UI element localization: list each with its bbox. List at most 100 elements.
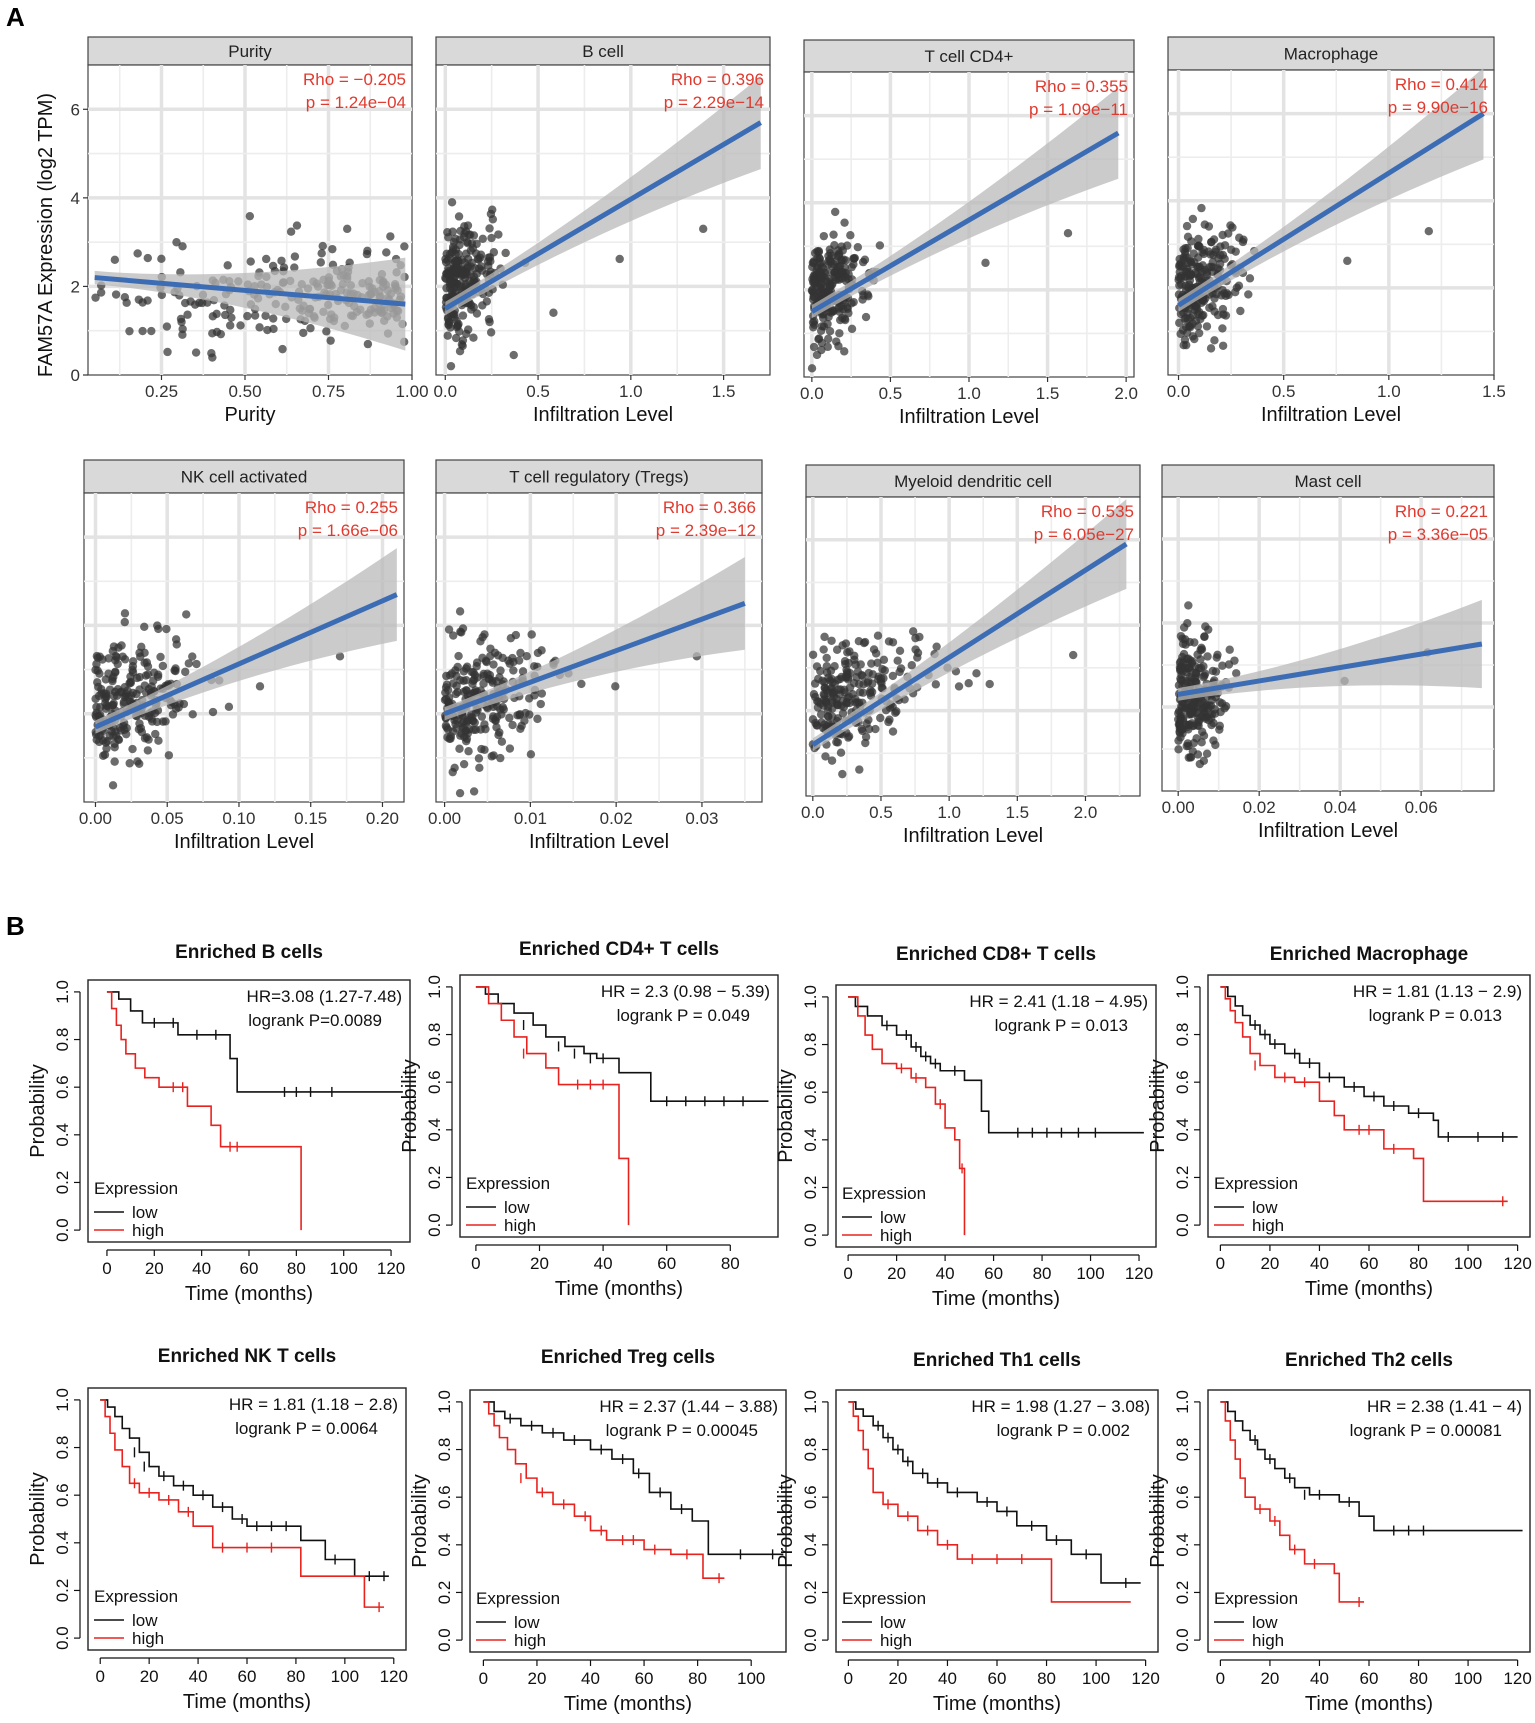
data-point bbox=[140, 622, 149, 631]
km-panel: Enriched Th2 cells HR = 2.38 (1.41 − 4) lo… bbox=[1147, 1350, 1532, 1715]
data-point bbox=[478, 633, 487, 642]
data-point bbox=[164, 751, 174, 760]
legend-low-label: low bbox=[880, 1208, 906, 1227]
data-point bbox=[1175, 254, 1184, 264]
data-point bbox=[1191, 316, 1201, 325]
data-point bbox=[1194, 241, 1203, 250]
regression-line bbox=[1177, 111, 1485, 308]
high-expression-curve bbox=[106, 991, 302, 1231]
data-point bbox=[462, 737, 471, 746]
data-point bbox=[893, 656, 902, 665]
data-point bbox=[120, 293, 130, 302]
x-axis-label: Time (months) bbox=[564, 1693, 692, 1715]
data-point bbox=[138, 326, 147, 336]
confidence-band bbox=[95, 548, 397, 734]
data-point bbox=[183, 310, 192, 319]
data-point bbox=[466, 270, 475, 279]
data-point bbox=[824, 334, 833, 344]
data-point bbox=[171, 664, 180, 673]
y-tick-label: 0.2 bbox=[435, 1581, 454, 1605]
data-point bbox=[833, 738, 843, 747]
rho-value: Rho = 0.535 bbox=[1041, 502, 1134, 521]
censor-marks bbox=[522, 1048, 604, 1090]
km-panel: Enriched Macrophage HR = 1.81 (1.13 − 2.9… bbox=[1147, 944, 1532, 1300]
x-tick-label: 1.0 bbox=[937, 803, 961, 822]
data-point bbox=[452, 316, 461, 326]
y-tick-label: 4 bbox=[71, 189, 80, 208]
y-axis-label: Probability bbox=[1147, 1059, 1169, 1152]
data-point bbox=[208, 312, 218, 321]
data-point bbox=[1230, 288, 1240, 297]
x-tick-label: 100 bbox=[330, 1259, 358, 1278]
data-point bbox=[292, 221, 302, 230]
x-tick-label: 0.04 bbox=[1324, 798, 1357, 817]
y-tick-label: 0.4 bbox=[1173, 1118, 1192, 1142]
data-point bbox=[134, 295, 144, 304]
data-point bbox=[1187, 237, 1196, 246]
data-point bbox=[508, 720, 517, 730]
y-tick-label: 0.2 bbox=[1173, 1581, 1192, 1605]
data-point bbox=[505, 659, 514, 668]
data-point bbox=[255, 323, 264, 332]
data-point bbox=[101, 738, 111, 747]
data-point bbox=[954, 682, 964, 691]
data-point bbox=[1199, 297, 1208, 306]
x-tick-label: 40 bbox=[189, 1667, 208, 1686]
y-tick-label: 0.8 bbox=[53, 1436, 72, 1460]
data-point bbox=[461, 280, 470, 289]
plot-box bbox=[835, 984, 1157, 1248]
km-title: Enriched NK T cells bbox=[158, 1346, 336, 1367]
data-point bbox=[444, 233, 453, 242]
scatter-panel: Myeloid dendritic cell Rho = 0.535 p = 6.0… bbox=[801, 464, 1141, 847]
y-tick-label: 1.0 bbox=[801, 1390, 820, 1414]
x-axis-label: Infiltration Level bbox=[1258, 820, 1398, 842]
y-tick-label: 0.4 bbox=[1173, 1533, 1192, 1557]
data-point bbox=[836, 685, 845, 694]
data-point bbox=[834, 341, 843, 351]
data-point bbox=[443, 685, 453, 695]
data-point bbox=[326, 336, 335, 345]
data-point bbox=[809, 342, 819, 352]
plot-box bbox=[87, 979, 411, 1243]
data-point bbox=[907, 661, 916, 670]
data-point bbox=[849, 297, 858, 307]
data-point bbox=[188, 652, 197, 661]
censor-marks bbox=[172, 1082, 238, 1152]
data-point bbox=[892, 707, 901, 716]
data-point bbox=[1185, 663, 1194, 672]
data-point bbox=[838, 769, 847, 779]
regression-line bbox=[811, 541, 1128, 747]
data-point bbox=[110, 743, 119, 752]
y-tick-label: 0.0 bbox=[435, 1628, 454, 1652]
data-point bbox=[1199, 731, 1209, 740]
x-tick-label: 120 bbox=[377, 1259, 405, 1278]
x-tick-label: 0.0 bbox=[801, 803, 825, 822]
data-point bbox=[172, 238, 181, 247]
x-tick-label: 0 bbox=[479, 1669, 488, 1688]
data-point bbox=[469, 333, 478, 342]
data-point bbox=[461, 329, 471, 339]
data-point bbox=[1174, 709, 1183, 718]
data-point bbox=[1180, 247, 1190, 257]
data-point bbox=[611, 682, 620, 691]
data-point bbox=[985, 679, 994, 689]
data-point bbox=[1220, 704, 1229, 713]
data-point bbox=[1204, 222, 1214, 231]
x-tick-label: 1.0 bbox=[619, 382, 643, 401]
data-point bbox=[363, 339, 373, 349]
data-point bbox=[858, 295, 867, 304]
y-tick-label: 1.0 bbox=[801, 985, 820, 1009]
data-point bbox=[1176, 280, 1186, 289]
data-point bbox=[841, 673, 851, 682]
data-point bbox=[1199, 672, 1208, 682]
data-point bbox=[1193, 750, 1203, 759]
data-point bbox=[840, 347, 849, 356]
data-point bbox=[816, 710, 826, 719]
strip-title: Macrophage bbox=[1284, 45, 1379, 64]
data-point bbox=[871, 724, 880, 734]
data-point bbox=[864, 724, 874, 734]
p-value: p = 1.09e−11 bbox=[1029, 100, 1128, 119]
